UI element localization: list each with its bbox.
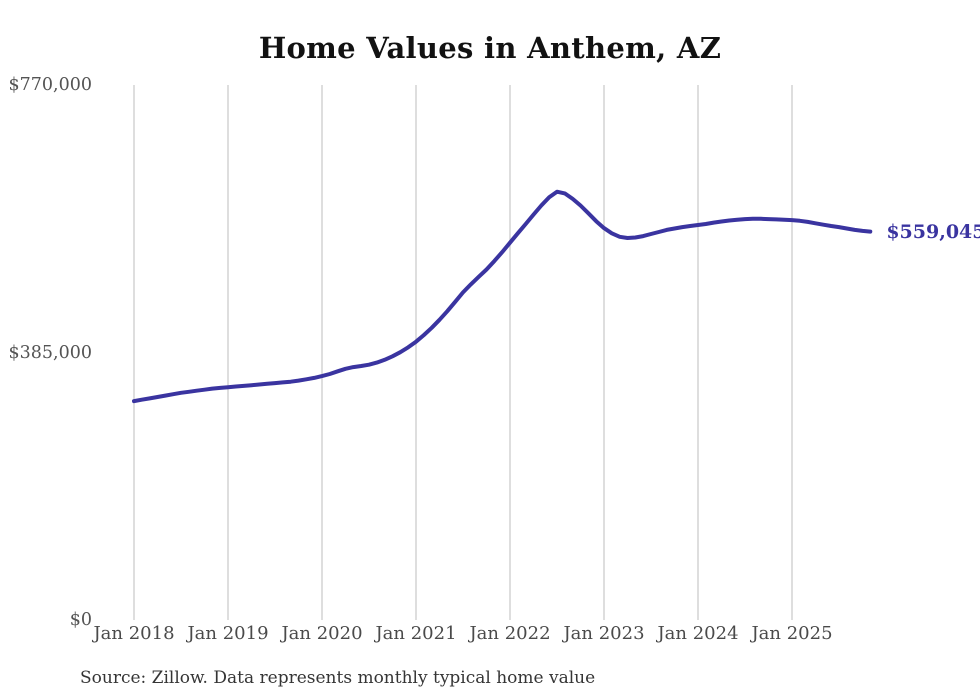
x-axis-tick-label: Jan 2024 xyxy=(657,623,739,644)
y-axis-tick-label: $770,000 xyxy=(8,75,92,95)
y-axis-tick-label: $0 xyxy=(69,610,92,630)
chart-title: Home Values in Anthem, AZ xyxy=(258,31,722,65)
latest-value-label: $559,045 xyxy=(886,220,980,243)
x-axis-tick-label: Jan 2021 xyxy=(375,623,457,644)
x-axis-tick-label: Jan 2020 xyxy=(281,623,363,644)
x-axis-tick-label: Jan 2023 xyxy=(563,623,645,644)
x-axis-tick-label: Jan 2025 xyxy=(751,623,833,644)
x-axis-tick-label: Jan 2022 xyxy=(469,623,551,644)
y-axis-tick-label: $385,000 xyxy=(8,342,92,363)
x-axis-tick-label: Jan 2019 xyxy=(187,623,269,644)
source-note: Source: Zillow. Data represents monthly … xyxy=(80,668,596,688)
home-value-line-series xyxy=(132,189,873,404)
x-axis-tick-label: Jan 2018 xyxy=(93,623,175,644)
